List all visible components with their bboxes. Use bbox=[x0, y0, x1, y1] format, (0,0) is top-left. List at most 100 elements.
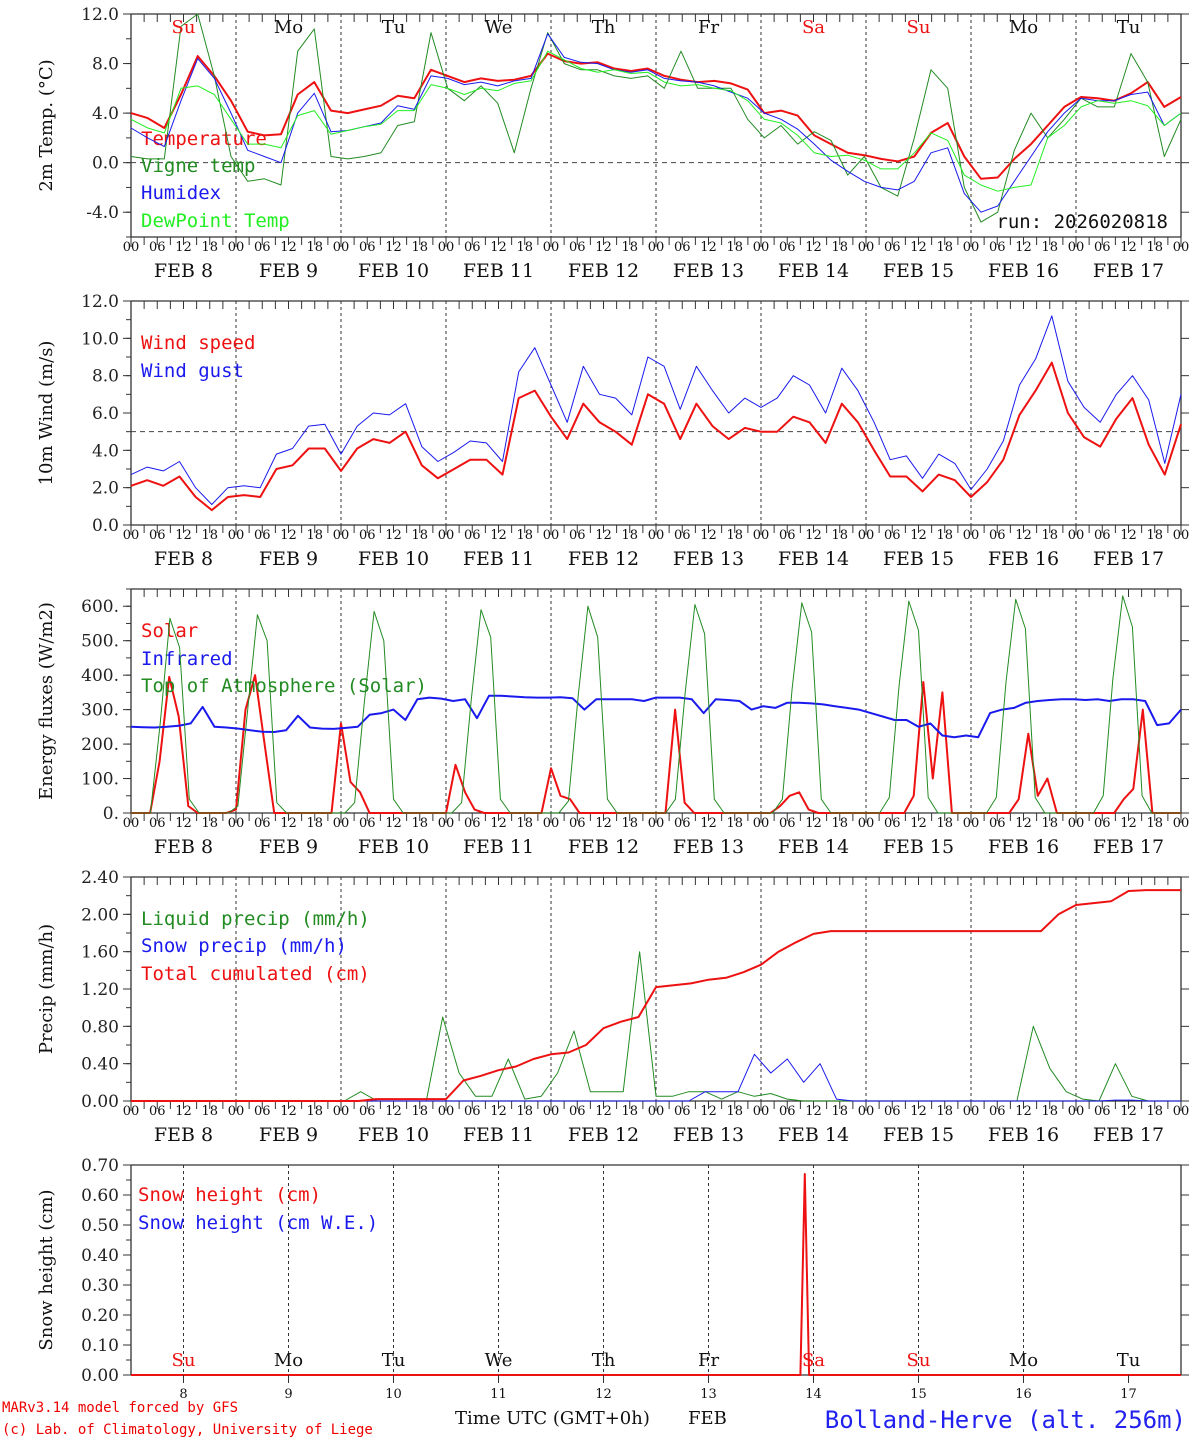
hour-tick-label: 12 bbox=[490, 240, 507, 255]
hour-tick-label: 06 bbox=[569, 816, 586, 831]
weekday-label: Tu bbox=[382, 17, 406, 38]
hour-tick-label: 12 bbox=[1120, 816, 1137, 831]
hour-tick-label: 00 bbox=[123, 528, 140, 543]
hour-tick-label: 00 bbox=[333, 1104, 350, 1119]
hour-tick-label: 00 bbox=[438, 1104, 455, 1119]
hour-tick-label: 06 bbox=[464, 816, 481, 831]
date-label: FEB 17 bbox=[1093, 548, 1164, 570]
hour-tick-label: 06 bbox=[359, 1104, 376, 1119]
date-label: FEB 17 bbox=[1093, 836, 1164, 858]
y-tick-label: 4.0 bbox=[92, 104, 119, 124]
date-label: FEB 14 bbox=[778, 836, 849, 858]
hour-tick-label: 00 bbox=[1068, 816, 1085, 831]
date-label: FEB 9 bbox=[259, 836, 318, 858]
panel-wind: 12.0 10.0 8.0 6.0 4.0 2.0 0.0 10m Wind (m/s) 00 0… bbox=[36, 292, 1189, 570]
date-label: FEB 15 bbox=[883, 1124, 954, 1146]
y-tick-label: -4.0 bbox=[86, 203, 119, 223]
y-tick-label: 0. bbox=[103, 804, 119, 824]
hour-tick-label: 06 bbox=[989, 816, 1006, 831]
day-number-label: 11 bbox=[490, 1387, 507, 1402]
hour-tick-label: 12 bbox=[175, 240, 192, 255]
legend-entry: DewPoint Temp bbox=[141, 210, 290, 232]
hour-tick-label: 06 bbox=[884, 1104, 901, 1119]
hour-tick-label: 00 bbox=[963, 240, 980, 255]
hour-tick-label: 18 bbox=[516, 240, 533, 255]
y-tick-label: 500. bbox=[81, 632, 119, 652]
weekday-label: Su bbox=[172, 1350, 196, 1371]
y-tick-label: 4.0 bbox=[92, 441, 119, 461]
hour-tick-label: 18 bbox=[306, 816, 323, 831]
hour-tick-label: 18 bbox=[201, 240, 218, 255]
legend-entry: Liquid precip (mm/h) bbox=[141, 908, 370, 930]
hour-tick-label: 00 bbox=[858, 240, 875, 255]
date-label: FEB 11 bbox=[463, 260, 534, 282]
month-label: FEB bbox=[688, 1408, 727, 1429]
hour-tick-label: 18 bbox=[621, 240, 638, 255]
hour-tick-label: 06 bbox=[779, 1104, 796, 1119]
y-axis-label: Snow height (cm) bbox=[36, 1189, 57, 1350]
y-tick-label: 10.0 bbox=[81, 329, 119, 349]
hour-tick-label: 12 bbox=[910, 816, 927, 831]
hour-tick-label: 06 bbox=[779, 528, 796, 543]
y-tick-label: 600. bbox=[81, 597, 119, 617]
hour-tick-label: 18 bbox=[411, 240, 428, 255]
date-label: FEB 8 bbox=[154, 836, 213, 858]
hour-tick-label: 12 bbox=[175, 816, 192, 831]
hour-tick-label: 18 bbox=[726, 240, 743, 255]
hour-tick-label: 00 bbox=[963, 816, 980, 831]
day-number-label: 10 bbox=[385, 1387, 402, 1402]
weekday-label: Su bbox=[172, 17, 196, 38]
hour-tick-label: 18 bbox=[831, 1104, 848, 1119]
hour-tick-label: 18 bbox=[516, 1104, 533, 1119]
hour-tick-label: 00 bbox=[648, 1104, 665, 1119]
hour-tick-label: 18 bbox=[201, 528, 218, 543]
day-number-label: 13 bbox=[700, 1387, 717, 1402]
date-label: FEB 8 bbox=[154, 1124, 213, 1146]
hour-tick-label: 06 bbox=[989, 1104, 1006, 1119]
weekday-label: Th bbox=[592, 17, 616, 38]
weekday-label: Mo bbox=[1009, 1350, 1038, 1371]
series-line-dewpoint-temp bbox=[130, 50, 1182, 192]
hour-tick-label: 00 bbox=[123, 240, 140, 255]
y-tick-label: 400. bbox=[81, 666, 119, 686]
legend-entry: Infrared bbox=[141, 648, 233, 670]
y-tick-label: 200. bbox=[81, 735, 119, 755]
hour-tick-label: 00 bbox=[753, 528, 770, 543]
weekday-label: Mo bbox=[1009, 17, 1038, 38]
y-tick-label: 12.0 bbox=[81, 292, 119, 312]
y-tick-label: 2.40 bbox=[81, 868, 119, 888]
hour-tick-label: 18 bbox=[726, 816, 743, 831]
y-axis-label: 2m Temp. (°C) bbox=[36, 59, 57, 191]
hour-tick-label: 00 bbox=[1068, 528, 1085, 543]
hour-tick-label: 18 bbox=[831, 816, 848, 831]
y-axis-label: Energy fluxes (W/m2) bbox=[36, 602, 57, 800]
hour-tick-label: 12 bbox=[280, 816, 297, 831]
weekday-label: Fr bbox=[698, 17, 719, 38]
hour-tick-label: 12 bbox=[910, 528, 927, 543]
hour-tick-label: 18 bbox=[306, 1104, 323, 1119]
hour-tick-label: 12 bbox=[700, 816, 717, 831]
hour-tick-label: 12 bbox=[700, 528, 717, 543]
hour-tick-label: 12 bbox=[805, 1104, 822, 1119]
hour-tick-label: 00 bbox=[438, 816, 455, 831]
hour-tick-label: 12 bbox=[1015, 240, 1032, 255]
day-number-label: 14 bbox=[805, 1387, 822, 1402]
y-tick-label: 0.30 bbox=[81, 1276, 119, 1296]
hour-tick-label: 18 bbox=[411, 1104, 428, 1119]
hour-tick-label: 12 bbox=[700, 240, 717, 255]
legend-entry: Wind speed bbox=[141, 332, 255, 354]
hour-tick-label: 12 bbox=[1015, 528, 1032, 543]
legend-entry: Temperature bbox=[141, 128, 267, 150]
weekday-label: Su bbox=[907, 1350, 931, 1371]
legend-entry: Top of Atmosphere (Solar) bbox=[141, 675, 427, 697]
hour-tick-label: 06 bbox=[884, 528, 901, 543]
panel-flux: 600. 500. 400. 300. 200. 100. 0. Energy fluxes … bbox=[36, 588, 1189, 858]
hour-tick-label: 18 bbox=[1041, 1104, 1058, 1119]
hour-tick-label: 18 bbox=[936, 240, 953, 255]
y-tick-label: 300. bbox=[81, 701, 119, 721]
hour-tick-label: 12 bbox=[805, 528, 822, 543]
date-label: FEB 15 bbox=[883, 836, 954, 858]
date-label: FEB 12 bbox=[568, 836, 639, 858]
hour-tick-label: 00 bbox=[1173, 1104, 1190, 1119]
y-tick-label: 0.40 bbox=[81, 1246, 119, 1266]
